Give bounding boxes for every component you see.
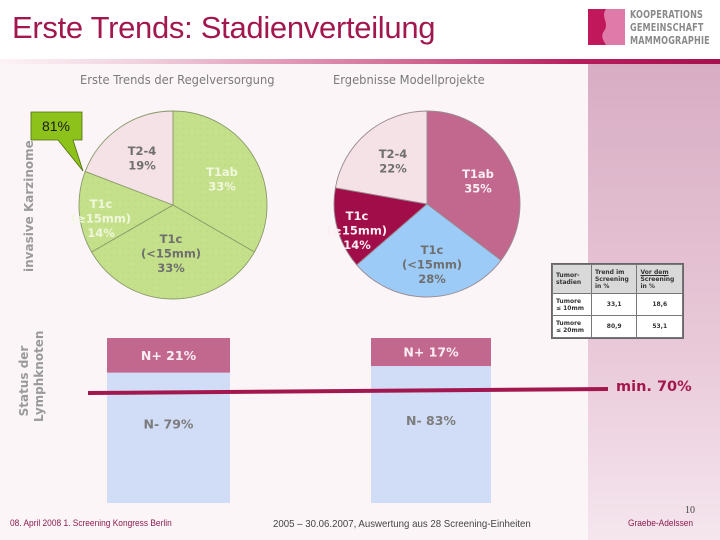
- logo-line: MAMMOGRAPHIE: [630, 34, 710, 47]
- pie-label-line: T1c: [421, 243, 444, 257]
- header-line: Tumor-: [556, 272, 580, 279]
- bar-label-n-plus: N+ 17%: [403, 345, 459, 360]
- logo-mark-icon: [588, 9, 625, 45]
- pie-label-line: T1c: [160, 232, 183, 246]
- pie1-title: Erste Trends der Regelversorgung: [80, 72, 275, 87]
- pie-chart-2: T1ab 35%T1c (<15mm) 28%T1c (≥15mm) 14%T2-4 22%: [327, 110, 521, 298]
- bar-label-n-minus: N- 79%: [144, 417, 194, 432]
- pie-slice-label: T1ab 35%: [462, 167, 494, 196]
- pie-chart-1: T1ab 33%T1c (<15mm) 33%T1c (≥15mm) 14%T2-4 19%: [71, 110, 268, 300]
- header-separator: [0, 59, 720, 64]
- table-row: Tumore ≤ 20mm 80,9 53,1: [552, 315, 683, 338]
- header-line: in %: [640, 282, 655, 290]
- table-row-label: Tumore ≤ 20mm: [552, 315, 592, 338]
- pie-slice-t1c-15mm-: [333, 187, 429, 266]
- pie-label-line: (<15mm): [141, 247, 201, 261]
- callout-text: 81%: [42, 118, 70, 134]
- table-cell: 53,1: [636, 315, 683, 338]
- callout-81: 81%: [30, 111, 84, 172]
- pie-label-line: 14%: [343, 238, 371, 252]
- threshold-line: [87, 387, 609, 395]
- pie-slice-t1c-15mm-: [356, 203, 502, 298]
- pie-label-line: T1ab: [206, 165, 238, 179]
- footer-source: 2005 – 30.06.2007, Auswertung aus 28 Scr…: [273, 518, 531, 530]
- pie-slice-t1ab: [426, 110, 521, 261]
- row-label-line: Tumore: [556, 297, 582, 305]
- pie-slice-t1ab: [172, 110, 268, 253]
- row-label-line: Tumore: [556, 319, 582, 327]
- page-number: 10: [685, 505, 695, 516]
- pie-label-line: (≥15mm): [71, 212, 131, 226]
- pie-label-line: T1c: [346, 209, 369, 223]
- pie2-title: Ergebnisse Modellprojekte: [333, 72, 485, 87]
- bar-segment-n-minus: [371, 366, 491, 503]
- threshold-label: min. 70%: [616, 379, 692, 395]
- bar-label-n-minus: N- 83%: [406, 413, 456, 428]
- header-line: Vor dem: [640, 268, 669, 276]
- pie-label-line: T2-4: [379, 147, 408, 161]
- header-line: Screening: [640, 275, 675, 283]
- pie-slice-t1c-15mm-: [90, 204, 256, 300]
- pie-slice-t2-4: [84, 110, 174, 206]
- pie-slice-label: T1c (≥15mm) 14%: [327, 209, 387, 252]
- pie-label-line: 35%: [464, 182, 492, 196]
- table-cell: 33,1: [590, 293, 638, 316]
- pie-label-line: 33%: [208, 180, 236, 194]
- pie-slice-label: T2-4 19%: [128, 144, 157, 173]
- pie-label-line: 19%: [128, 159, 156, 173]
- header-line: in %: [594, 282, 610, 290]
- stacked-bar-1: N+ 21% N- 79%: [107, 338, 230, 503]
- bar-segment-n-plus: [371, 338, 491, 367]
- table-header-cell: Vor dem Screening in %: [636, 264, 683, 294]
- pie-slice-label: T1ab 33%: [206, 165, 238, 194]
- row-label-line: ≤ 20mm: [556, 326, 584, 334]
- footer-date-event: 08. April 2008 1. Screening Kongress Ber…: [10, 518, 172, 529]
- table-header-row: Tumor- stadien Trend im Screening in % V…: [552, 264, 683, 294]
- pie-slice-t1c-15mm-: [78, 170, 175, 253]
- header-line: stadien: [556, 279, 582, 286]
- table-header-cell: Trend im Screening in %: [590, 264, 638, 294]
- logo: KOOPERATIONS GEMEINSCHAFT MAMMOGRAPHIE: [588, 8, 713, 48]
- logo-line: GEMEINSCHAFT: [630, 21, 704, 34]
- pie-label-line: T2-4: [128, 144, 157, 158]
- logo-text: KOOPERATIONS GEMEINSCHAFT MAMMOGRAPHIE: [630, 8, 710, 47]
- footer-author: Graebe-Adelssen: [628, 518, 694, 529]
- pie-label-line: 14%: [87, 226, 115, 240]
- bar-label-n-plus: N+ 21%: [141, 348, 197, 363]
- header-line: Trend im: [594, 268, 625, 276]
- comparison-table: Tumor- stadien Trend im Screening in % V…: [551, 263, 684, 339]
- page-title: Erste Trends: Stadienverteilung: [12, 10, 436, 45]
- table-cell: 80,9: [590, 315, 638, 338]
- stacked-bar-2: N+ 17% N- 83%: [371, 338, 491, 503]
- pie-label-line: 22%: [379, 162, 407, 176]
- pie-label-line: 28%: [418, 272, 446, 286]
- callout-bubble: [30, 111, 84, 172]
- table-row: Tumore ≤ 10mm 33,1 18,6: [552, 293, 683, 316]
- pie-slice-label: T1c (<15mm) 28%: [402, 243, 462, 286]
- pie-label-line: (<15mm): [402, 258, 462, 272]
- pie-label-line: 33%: [157, 261, 185, 275]
- pie-label-line: T1ab: [462, 167, 494, 181]
- pie-slice-label: T1c (≥15mm) 14%: [71, 197, 131, 240]
- pie-label-line: (≥15mm): [327, 224, 387, 238]
- table-cell: 18,6: [636, 293, 683, 316]
- table-row-label: Tumore ≤ 10mm: [552, 293, 592, 316]
- row-label-line: ≤ 10mm: [556, 304, 584, 312]
- pie-slice-label: T1c (<15mm) 33%: [141, 232, 201, 275]
- pie-slice-t2-4: [334, 110, 428, 205]
- table-header-cell: Tumor- stadien: [552, 264, 592, 294]
- bar-segment-n-plus: [107, 338, 230, 373]
- pie-slice-label: T2-4 22%: [379, 147, 408, 176]
- header-line: Screening: [594, 275, 629, 283]
- pie-label-line: T1c: [90, 197, 113, 211]
- logo-line: KOOPERATIONS: [630, 8, 704, 21]
